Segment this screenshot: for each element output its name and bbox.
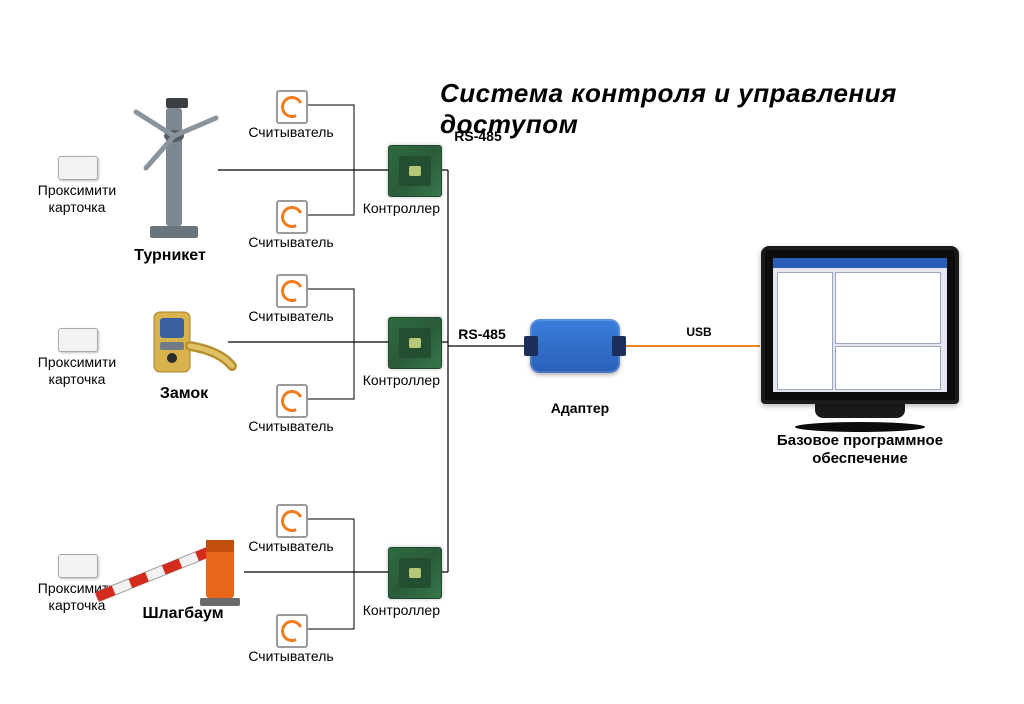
reader-label: Считыватель: [236, 418, 346, 435]
reader-icon: [276, 384, 308, 418]
reader-label: Считыватель: [236, 308, 346, 325]
diagram-title: Система контроля и управления доступом: [440, 78, 1020, 140]
monitor-icon: [761, 246, 959, 432]
reader-icon: [276, 614, 308, 648]
barrier-icon: [88, 484, 258, 615]
bus-label: RS-485: [448, 128, 508, 145]
reader-icon: [276, 274, 308, 308]
prox-card-label: Проксимити карточка: [30, 182, 124, 216]
software-label: Базовое программное обеспечение: [740, 432, 980, 468]
controller-label: Контроллер: [310, 602, 440, 619]
lock-icon: [150, 306, 240, 391]
diagram-canvas: Система контроля и управления доступом П…: [0, 0, 1024, 704]
reader-icon: [276, 504, 308, 538]
barrier-label: Шлагбаум: [128, 604, 238, 623]
reader-label: Считыватель: [236, 538, 346, 555]
controller-icon: [388, 317, 442, 369]
reader-label: Считыватель: [236, 234, 346, 251]
prox-card-label: Проксимити карточка: [30, 354, 124, 388]
prox-card-icon: [58, 156, 98, 180]
controller-icon: [388, 547, 442, 599]
adapter-label: Адаптер: [530, 400, 630, 417]
turnstile-label: Турникет: [120, 246, 220, 265]
reader-icon: [276, 90, 308, 124]
adapter-icon: [530, 319, 620, 373]
prox-card-icon: [58, 328, 98, 352]
usb-label: USB: [674, 325, 724, 339]
controller-label: Контроллер: [310, 372, 440, 389]
reader-label: Считыватель: [236, 648, 346, 665]
reader-label: Считыватель: [236, 124, 346, 141]
lock-label: Замок: [144, 384, 224, 403]
controller-label: Контроллер: [310, 200, 440, 217]
reader-icon: [276, 200, 308, 234]
bus-label: RS-485: [452, 326, 512, 343]
controller-icon: [388, 145, 442, 197]
turnstile-icon: [130, 96, 230, 251]
